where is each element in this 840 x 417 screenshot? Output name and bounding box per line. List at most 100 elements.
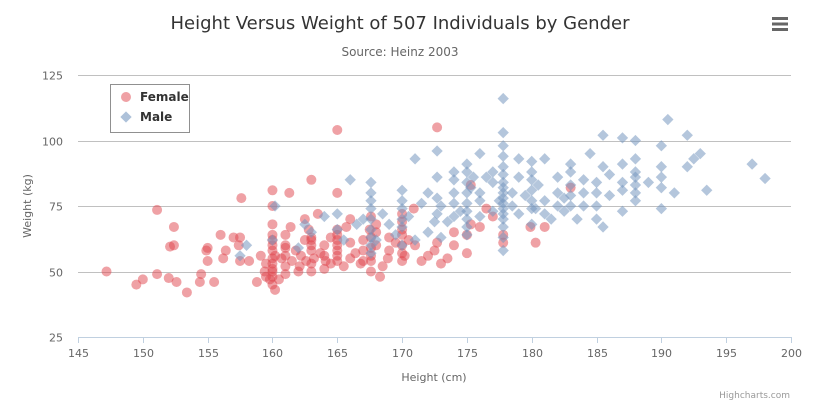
- data-point-male[interactable]: [402, 210, 415, 223]
- data-point-male[interactable]: [383, 218, 395, 230]
- data-point-female[interactable]: [196, 269, 207, 280]
- data-point-male[interactable]: [616, 205, 629, 217]
- data-point-male[interactable]: [234, 250, 246, 262]
- data-point-male[interactable]: [629, 179, 642, 191]
- data-point-female[interactable]: [194, 276, 205, 287]
- data-point-male[interactable]: [370, 234, 382, 246]
- data-point-male[interactable]: [506, 187, 518, 199]
- data-point-female[interactable]: [202, 242, 213, 253]
- data-point-male[interactable]: [551, 171, 564, 183]
- data-point-female[interactable]: [319, 240, 330, 251]
- data-point-male[interactable]: [603, 168, 616, 181]
- data-point-male[interactable]: [539, 153, 551, 165]
- data-point-female[interactable]: [137, 274, 148, 285]
- data-point-male[interactable]: [396, 184, 408, 196]
- data-point-female[interactable]: [280, 229, 291, 240]
- data-point-male[interactable]: [590, 176, 603, 189]
- data-point-male[interactable]: [668, 187, 680, 199]
- data-point-male[interactable]: [344, 174, 356, 186]
- data-point-male[interactable]: [564, 166, 577, 178]
- data-point-male[interactable]: [759, 172, 771, 185]
- data-point-female[interactable]: [168, 240, 179, 251]
- data-point-male[interactable]: [376, 208, 389, 220]
- data-point-male[interactable]: [655, 140, 668, 152]
- data-point-male[interactable]: [629, 134, 642, 147]
- data-point-female[interactable]: [375, 271, 386, 282]
- data-point-female[interactable]: [267, 185, 278, 196]
- data-point-male[interactable]: [365, 213, 377, 225]
- data-point-male[interactable]: [448, 187, 460, 199]
- data-point-male[interactable]: [448, 210, 460, 223]
- data-point-male[interactable]: [461, 197, 473, 210]
- data-point-female[interactable]: [235, 232, 246, 243]
- data-point-male[interactable]: [465, 182, 477, 194]
- data-point-female[interactable]: [345, 214, 356, 225]
- data-point-female[interactable]: [244, 256, 255, 267]
- data-point-male[interactable]: [616, 158, 629, 170]
- data-point-female[interactable]: [270, 284, 281, 295]
- data-point-female[interactable]: [306, 174, 317, 185]
- data-point-male[interactable]: [497, 92, 509, 105]
- data-point-male[interactable]: [526, 174, 538, 186]
- data-point-male[interactable]: [701, 184, 713, 196]
- data-point-male[interactable]: [681, 161, 693, 173]
- data-point-male[interactable]: [597, 221, 609, 233]
- data-point-male[interactable]: [655, 182, 668, 194]
- data-point-female[interactable]: [280, 269, 291, 280]
- data-point-male[interactable]: [396, 202, 408, 215]
- data-point-male[interactable]: [497, 244, 509, 257]
- data-point-female[interactable]: [530, 237, 541, 248]
- data-point-male[interactable]: [497, 176, 509, 189]
- data-point-male[interactable]: [497, 150, 509, 162]
- data-point-female[interactable]: [432, 122, 443, 133]
- data-point-male[interactable]: [655, 202, 668, 215]
- data-point-male[interactable]: [266, 234, 279, 246]
- data-point-male[interactable]: [564, 179, 577, 191]
- data-point-male[interactable]: [422, 226, 434, 238]
- data-point-male[interactable]: [584, 147, 596, 160]
- data-point-male[interactable]: [365, 195, 377, 207]
- data-point-female[interactable]: [236, 193, 247, 204]
- data-point-male[interactable]: [539, 195, 551, 207]
- data-point-male[interactable]: [681, 129, 693, 141]
- data-point-male[interactable]: [497, 126, 509, 139]
- data-point-male[interactable]: [435, 200, 447, 212]
- data-point-male[interactable]: [389, 229, 402, 241]
- data-point-male[interactable]: [305, 226, 318, 238]
- data-point-female[interactable]: [168, 221, 179, 232]
- data-point-male[interactable]: [365, 247, 377, 259]
- data-point-female[interactable]: [233, 240, 244, 251]
- data-point-male[interactable]: [365, 176, 377, 189]
- data-point-male[interactable]: [357, 213, 369, 225]
- data-point-male[interactable]: [292, 242, 305, 254]
- data-point-male[interactable]: [694, 147, 706, 160]
- data-point-male[interactable]: [577, 174, 590, 186]
- data-point-male[interactable]: [655, 171, 668, 183]
- data-point-male[interactable]: [461, 205, 473, 217]
- data-point-male[interactable]: [590, 187, 603, 199]
- data-point-male[interactable]: [448, 174, 460, 186]
- data-point-male[interactable]: [616, 184, 629, 196]
- data-point-male[interactable]: [396, 239, 408, 251]
- data-point-male[interactable]: [461, 166, 473, 178]
- data-point-male[interactable]: [590, 200, 603, 212]
- data-point-male[interactable]: [513, 153, 525, 165]
- data-point-male[interactable]: [365, 223, 377, 236]
- data-point-male[interactable]: [467, 171, 480, 183]
- data-point-male[interactable]: [746, 158, 758, 170]
- data-point-female[interactable]: [408, 203, 419, 214]
- data-point-male[interactable]: [351, 218, 363, 230]
- data-point-female[interactable]: [280, 242, 291, 253]
- data-point-male[interactable]: [597, 161, 609, 173]
- data-point-female[interactable]: [215, 229, 226, 240]
- data-point-male[interactable]: [529, 202, 542, 215]
- data-point-male[interactable]: [513, 171, 525, 183]
- data-point-male[interactable]: [435, 231, 447, 244]
- data-point-female[interactable]: [461, 248, 472, 259]
- data-point-male[interactable]: [480, 171, 493, 183]
- data-point-female[interactable]: [284, 187, 295, 198]
- data-point-female[interactable]: [306, 266, 317, 277]
- data-point-male[interactable]: [331, 208, 343, 220]
- data-point-male[interactable]: [497, 221, 509, 233]
- data-point-male[interactable]: [642, 176, 655, 189]
